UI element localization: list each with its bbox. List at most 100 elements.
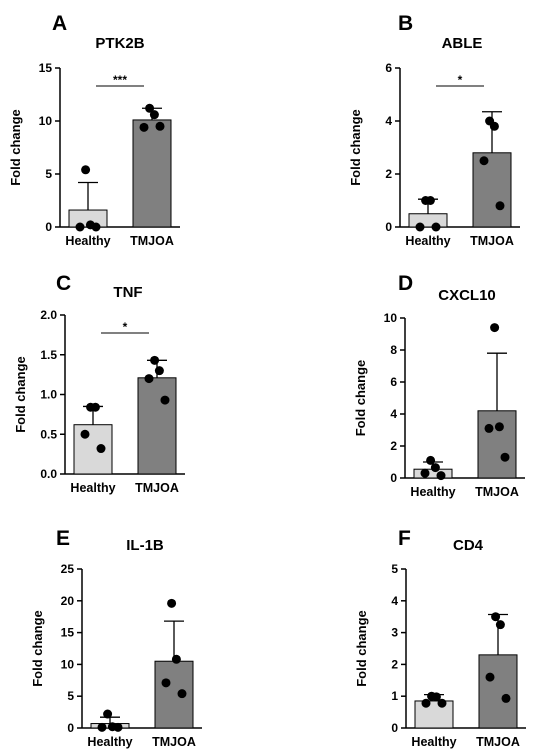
data-point [144, 374, 154, 384]
y-tick-label: 0 [45, 220, 52, 234]
panel-letter: D [398, 272, 413, 295]
y-tick-label: 2 [391, 657, 398, 671]
category-label: Healthy [405, 234, 450, 248]
data-point [80, 429, 90, 439]
y-axis-title: Fold change [353, 360, 368, 437]
y-tick-label: 0.5 [40, 427, 57, 441]
data-point [177, 689, 187, 699]
y-tick-label: 10 [384, 311, 398, 325]
y-tick-label: 0 [390, 471, 397, 485]
category-label: TMJOA [476, 735, 520, 749]
y-tick-label: 5 [45, 167, 52, 181]
category-label: Healthy [65, 234, 110, 248]
y-tick-label: 8 [390, 343, 397, 357]
y-tick-label: 2 [390, 439, 397, 453]
data-point [431, 222, 441, 232]
y-tick-label: 0.0 [40, 467, 57, 481]
category-label: Healthy [70, 481, 115, 495]
y-tick-label: 2 [385, 167, 392, 181]
y-tick-label: 3 [391, 626, 398, 640]
data-point [171, 654, 181, 664]
category-label: Healthy [87, 735, 132, 749]
data-point [431, 692, 441, 702]
data-point [139, 122, 149, 132]
bar-tmjoa [478, 654, 518, 729]
y-tick-label: 20 [61, 594, 75, 608]
chart-title: TNF [113, 284, 142, 301]
data-point [91, 222, 101, 232]
data-point [421, 698, 431, 708]
data-point [484, 423, 494, 433]
panel-a: A PTK2B 0 5 10 15 Fold change Healthy TMJOA *** [8, 12, 180, 248]
category-label: TMJOA [130, 234, 174, 248]
y-tick-label: 10 [61, 657, 75, 671]
bar-tmjoa [472, 152, 512, 228]
bar-healthy [73, 424, 113, 475]
data-point [149, 110, 159, 120]
y-tick-label: 0 [391, 721, 398, 735]
category-label: TMJOA [470, 234, 514, 248]
data-point [90, 402, 100, 412]
y-tick-label: 1 [391, 689, 398, 703]
y-axis-title: Fold change [30, 610, 45, 687]
y-tick-label: 25 [61, 562, 75, 576]
y-tick-label: 4 [385, 114, 392, 128]
category-label: TMJOA [135, 481, 179, 495]
category-label: Healthy [410, 485, 455, 499]
data-point [81, 165, 91, 175]
y-axis-title: Fold change [348, 109, 363, 186]
bar-tmjoa [137, 377, 177, 475]
data-point [495, 201, 505, 211]
panel-letter: F [398, 527, 411, 550]
bar-healthy [414, 700, 454, 729]
category-label: TMJOA [475, 485, 519, 499]
y-tick-label: 10 [39, 114, 53, 128]
y-tick-label: 6 [390, 375, 397, 389]
panel-letter: E [56, 527, 70, 550]
data-point [425, 196, 435, 205]
y-tick-label: 4 [390, 407, 397, 421]
y-axis-title: Fold change [8, 109, 23, 186]
data-point [150, 355, 160, 365]
panel-letter: A [52, 12, 67, 35]
data-point [495, 620, 505, 630]
y-tick-label: 15 [39, 61, 53, 75]
bar-tmjoa [477, 410, 517, 479]
data-point [415, 222, 425, 232]
y-tick-label: 2.0 [40, 308, 57, 322]
data-point [167, 598, 177, 608]
data-point [490, 323, 500, 333]
chart-title: IL-1B [126, 537, 164, 554]
panel-letter: C [56, 272, 71, 295]
category-label: TMJOA [152, 735, 196, 749]
y-tick-label: 5 [67, 689, 74, 703]
data-point [97, 722, 107, 732]
panel-e: E IL-1B 0 5 10 15 20 25 Fold change Healthy TMJOA [30, 527, 202, 749]
bar-tmjoa [154, 660, 194, 729]
data-point [161, 678, 171, 688]
y-tick-label: 6 [385, 61, 392, 75]
panel-d: D CXCL10 0 2 4 6 8 10 Fold change Healthy TMJOA [353, 272, 525, 499]
data-point [426, 455, 436, 465]
data-point [437, 698, 447, 708]
y-axis-title: Fold change [354, 610, 369, 687]
y-tick-label: 4 [391, 594, 398, 608]
significance-label: * [123, 320, 128, 334]
y-tick-label: 0 [385, 220, 392, 234]
y-tick-label: 5 [391, 562, 398, 576]
panel-b: B ABLE 0 2 4 6 Fold change Healthy TMJOA * [348, 12, 520, 248]
data-point [155, 121, 165, 131]
y-tick-label: 15 [61, 626, 75, 640]
data-point [479, 156, 489, 166]
significance-label: * [458, 73, 463, 87]
panel-f: F CD4 0 1 2 3 4 5 Fold change Healthy TMJOA [354, 527, 526, 749]
y-tick-label: 0 [67, 721, 74, 735]
y-axis-title: Fold change [13, 356, 28, 433]
data-point [154, 366, 164, 376]
chart-title: ABLE [442, 35, 483, 52]
data-point [501, 693, 511, 703]
data-point [160, 395, 170, 405]
data-point [494, 422, 504, 432]
data-point [491, 612, 501, 622]
